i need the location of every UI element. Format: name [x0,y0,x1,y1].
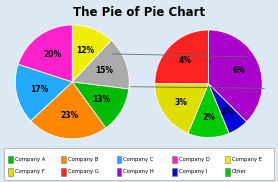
Text: 20%: 20% [43,50,61,59]
Wedge shape [188,84,229,138]
Wedge shape [208,84,247,133]
Text: Company H: Company H [123,169,154,175]
Wedge shape [208,30,262,122]
Wedge shape [72,25,111,82]
Text: 4%: 4% [178,56,191,65]
Wedge shape [155,84,208,133]
Wedge shape [72,40,129,89]
Text: Company D: Company D [179,157,210,162]
Text: Company E: Company E [232,157,262,162]
Text: Company A: Company A [15,157,45,162]
Text: 23%: 23% [60,111,78,120]
Text: 15%: 15% [95,66,113,75]
Wedge shape [18,25,72,82]
Text: Other: Other [232,169,247,175]
Text: 17%: 17% [30,85,48,94]
Text: Company G: Company G [68,169,98,175]
Wedge shape [155,30,208,84]
Wedge shape [15,64,72,121]
Text: Company I: Company I [179,169,207,175]
Text: Company C: Company C [123,157,153,162]
Text: 1%: 1% [221,107,234,116]
Text: 12%: 12% [76,46,94,55]
Text: The Pie of Pie Chart: The Pie of Pie Chart [73,6,205,19]
Text: 3%: 3% [174,98,187,107]
Text: 6%: 6% [233,66,246,76]
Wedge shape [31,82,106,139]
Wedge shape [72,82,129,128]
Text: Company B: Company B [68,157,98,162]
Text: 13%: 13% [93,95,111,104]
Text: Company F: Company F [15,169,44,175]
Text: 2%: 2% [202,113,215,122]
